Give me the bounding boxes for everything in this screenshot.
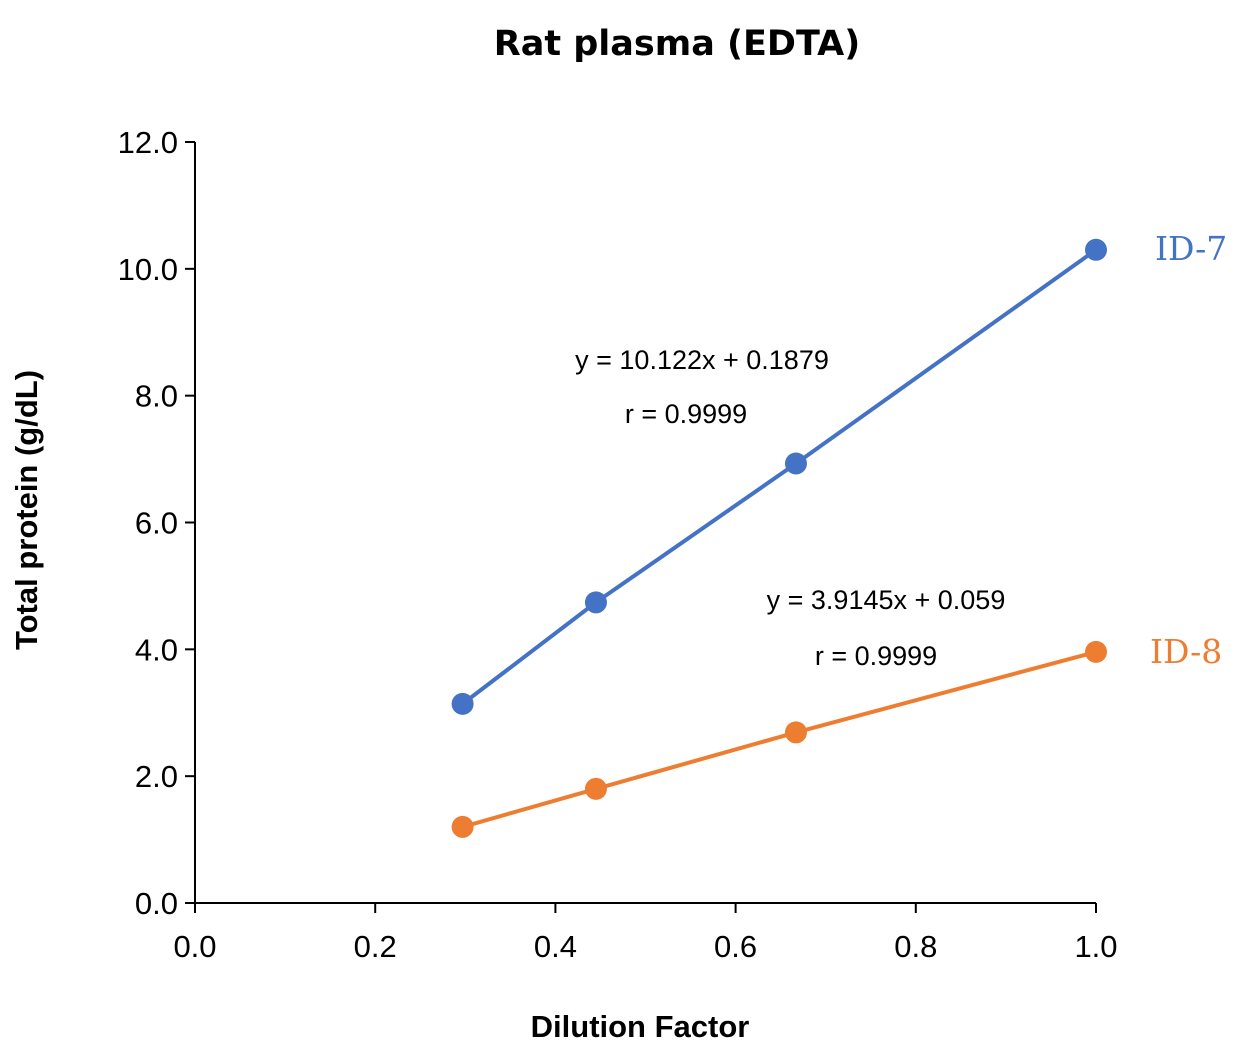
data-point-id7 [451, 692, 474, 715]
data-point-id8 [784, 721, 807, 744]
y-tick-label: 12.0 [118, 125, 178, 160]
data-point-id7 [584, 591, 607, 614]
series-line-id7 [461, 248, 1098, 706]
y-axis-label: Total protein (g/dL) [9, 370, 44, 650]
x-ticks: 0.0 0.2 0.4 0.6 0.8 1.0 [173, 903, 1118, 964]
data-point-id7 [784, 452, 807, 475]
data-point-id7 [1085, 238, 1107, 261]
y-tick-label: 2.0 [135, 759, 178, 794]
x-tick-label: 0.4 [534, 929, 577, 964]
x-tick-label: 0.0 [173, 929, 216, 964]
y-tick-label: 6.0 [135, 506, 178, 541]
series-layer [451, 238, 1107, 838]
x-tick-label: 0.8 [894, 929, 937, 964]
y-tick-label: 10.0 [118, 252, 178, 287]
trendline-equation-id7: y = 10.122x + 0.1879 [575, 345, 829, 375]
data-point-id8 [1085, 640, 1107, 663]
axes [194, 142, 1096, 904]
x-tick-label: 0.2 [354, 929, 397, 964]
x-tick-label: 0.6 [714, 929, 757, 964]
chart-title: Rat plasma (EDTA) [494, 24, 860, 64]
x-axis-label: Dilution Factor [531, 1009, 750, 1044]
trendline-r-id7: r = 0.9999 [625, 399, 747, 429]
data-point-id8 [584, 777, 607, 800]
trendline-r-id8: r = 0.9999 [815, 641, 937, 671]
series-label-id8: ID-8 [1150, 632, 1222, 671]
y-ticks: 0.0 2.0 4.0 6.0 8.0 10.0 12.0 [118, 125, 195, 921]
series-label-id7: ID-7 [1155, 229, 1227, 268]
y-tick-label: 0.0 [135, 886, 178, 921]
x-tick-label: 1.0 [1074, 929, 1117, 964]
y-tick-label: 8.0 [135, 379, 178, 414]
data-point-id8 [451, 815, 474, 838]
series-line-id8 [462, 649, 1097, 829]
y-tick-label: 4.0 [135, 632, 178, 667]
trendline-equation-id8: y = 3.9145x + 0.059 [767, 585, 1006, 615]
